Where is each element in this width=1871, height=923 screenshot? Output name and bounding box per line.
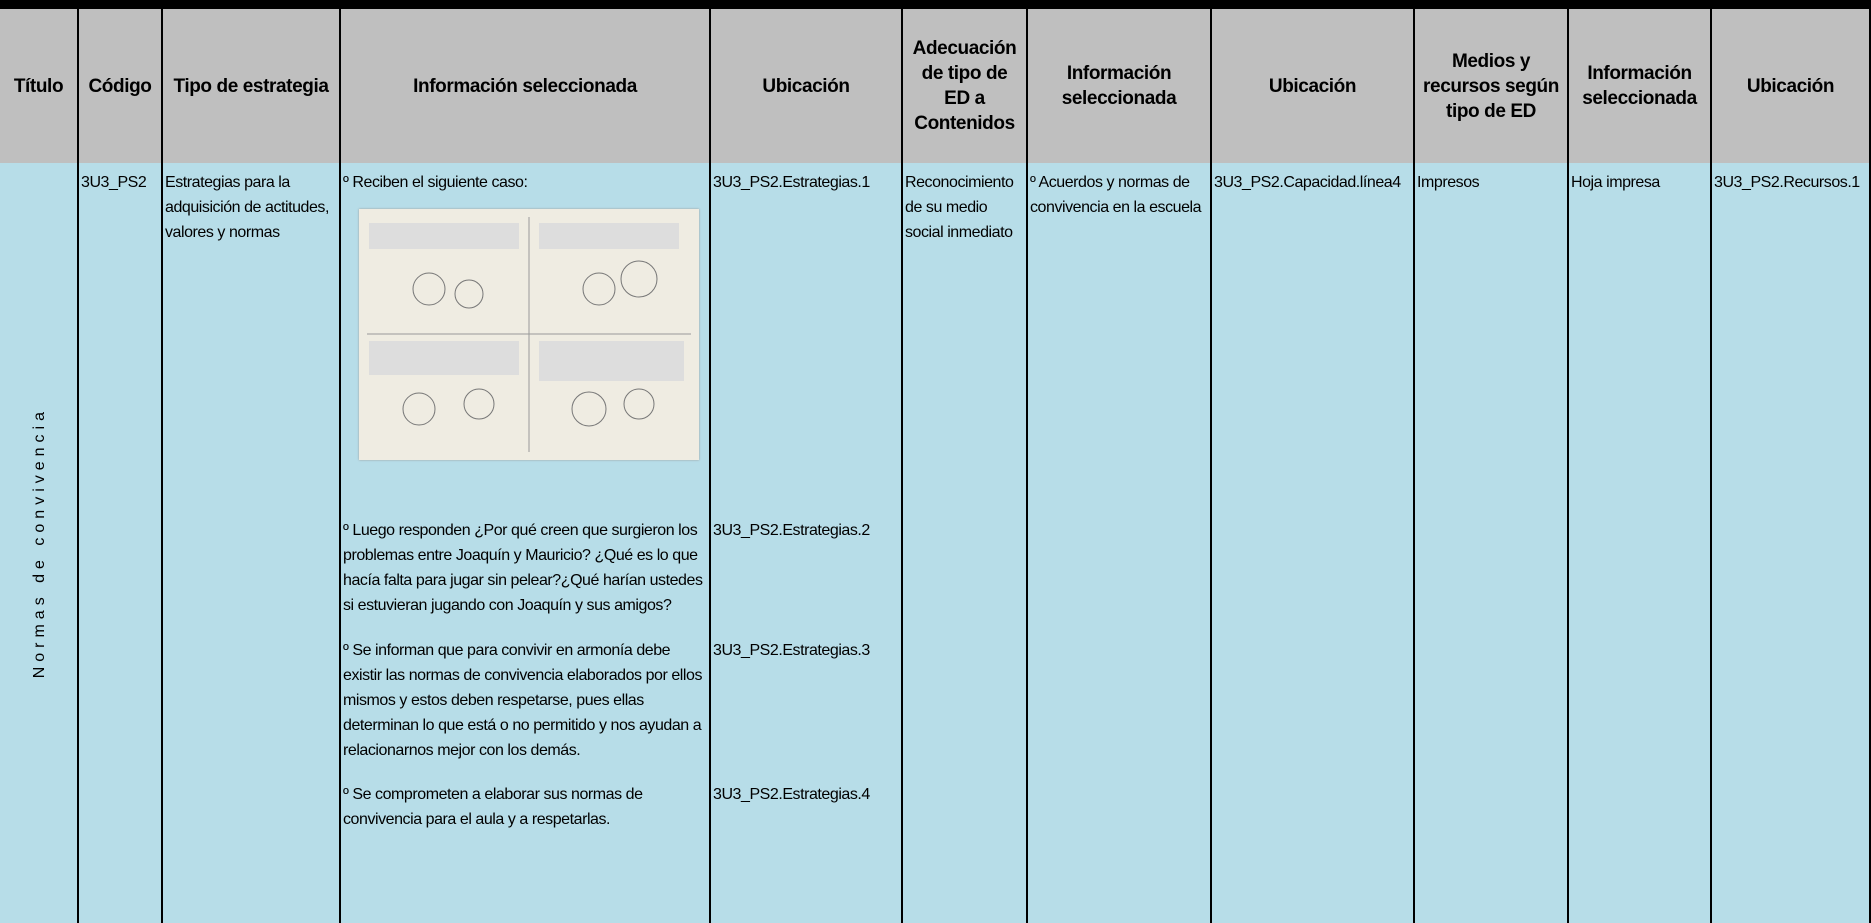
header-cell: Información seleccionada — [1569, 9, 1712, 163]
code-cell: 3U3_PS2 — [81, 174, 147, 191]
header-cell: Ubicación — [711, 9, 903, 163]
content-info-cell: º Acuerdos y normas de convivencia en la… — [1030, 174, 1202, 216]
header-cell: Título — [0, 9, 79, 163]
column-body — [1028, 163, 1212, 923]
media-info-cell: Hoja impresa — [1571, 174, 1660, 191]
column-body — [1712, 163, 1871, 923]
strategy-location: 3U3_PS2.Estrategias.1 — [713, 174, 870, 191]
header-cell: Tipo de estrategia — [163, 9, 341, 163]
header-cell: Medios y recursos según tipo de ED — [1415, 9, 1569, 163]
strategy-info: º Reciben el siguiente caso: — [343, 174, 528, 191]
header-cell: Ubicación — [1712, 9, 1871, 163]
comic-image — [359, 209, 699, 460]
strategy-info: º Se informan que para convivir en armon… — [343, 642, 703, 759]
content-location-cell: 3U3_PS2.Capacidad.línea4 — [1214, 174, 1401, 191]
column-body — [163, 163, 341, 923]
media-location-cell: 3U3_PS2.Recursos.1 — [1714, 174, 1860, 191]
column-body — [1569, 163, 1712, 923]
media-cell: Impresos — [1417, 174, 1480, 191]
column-body — [1415, 163, 1569, 923]
column-body — [0, 163, 79, 923]
header-cell: Información seleccionada — [1028, 9, 1212, 163]
strategy-location: 3U3_PS2.Estrategias.2 — [713, 522, 870, 539]
title-cell: Normas de convivencia — [0, 163, 79, 923]
strategy-location: 3U3_PS2.Estrategias.3 — [713, 642, 870, 659]
header-cell: Código — [79, 9, 163, 163]
column-body — [903, 163, 1028, 923]
strategy-info: º Luego responden ¿Por qué creen que sur… — [343, 522, 703, 614]
column-body — [79, 163, 163, 923]
top-border — [0, 0, 1871, 9]
adequacy-cell: Reconocimiento de su medio social inmedi… — [905, 174, 1014, 241]
strategy-type-cell: Estrategias para la adquisición de actit… — [165, 174, 329, 241]
strategy-info: º Se comprometen a elaborar sus normas d… — [343, 786, 643, 828]
header-cell: Adecuación de tipo de ED a Contenidos — [903, 9, 1028, 163]
strategy-location: 3U3_PS2.Estrategias.4 — [713, 786, 870, 803]
column-body — [711, 163, 903, 923]
header-cell: Información seleccionada — [341, 9, 711, 163]
comic-drawing — [367, 217, 691, 452]
header-cell: Ubicación — [1212, 9, 1415, 163]
column-body — [1212, 163, 1415, 923]
title-text: Normas de convivencia — [30, 407, 48, 679]
